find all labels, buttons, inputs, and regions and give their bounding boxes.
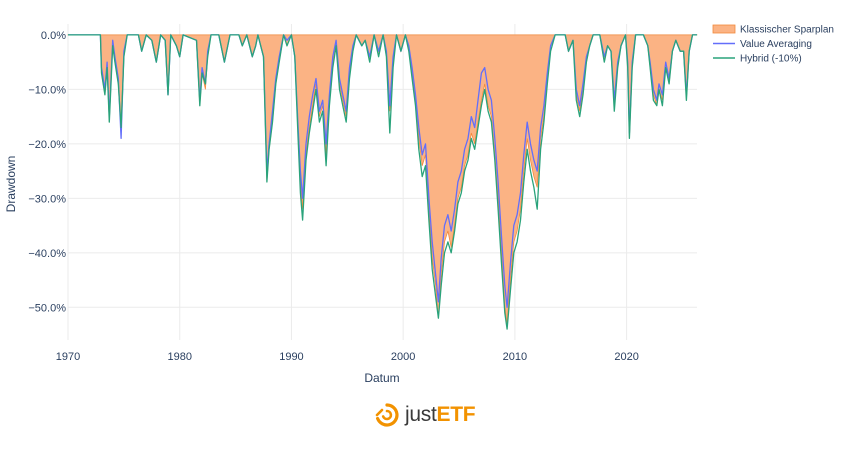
- x-tick-label: 2000: [391, 351, 415, 363]
- justetf-swirl-icon: [375, 403, 399, 427]
- series-area-klassischer-sparplan: [67, 33, 698, 324]
- y-tick-label: −30.0%: [28, 193, 66, 205]
- justetf-logo[interactable]: justETF: [374, 402, 476, 428]
- y-axis-title: Drawdown: [4, 156, 18, 213]
- legend-label: Value Averaging: [740, 39, 812, 50]
- logo-wordmark: justETF: [405, 403, 476, 427]
- legend-item[interactable]: Klassischer Sparplan: [712, 24, 834, 36]
- series-line-value-averaging: [68, 34, 697, 308]
- legend-label: Klassischer Sparplan: [740, 25, 834, 36]
- x-axis-title: Datum: [364, 371, 399, 385]
- x-tick-label: 2010: [503, 351, 527, 363]
- y-tick-label: 0.0%: [41, 30, 66, 42]
- logo-text-plain: just: [405, 403, 437, 426]
- x-tick-label: 1990: [279, 351, 303, 363]
- drawdown-chart: 1970 1980 1990 2000 2010 2020 0.0% −10.0% −20.0…: [4, 24, 834, 385]
- legend-label: Hybrid (-10%): [740, 54, 802, 65]
- logo-text-accent: ETF: [436, 403, 476, 426]
- chart-legend[interactable]: Klassischer Sparplan Value Averaging Hybri…: [712, 24, 834, 65]
- x-tick-label: 2020: [614, 351, 638, 363]
- lines-layer: [68, 34, 697, 330]
- area-layer: [67, 33, 698, 324]
- y-tick-label: −40.0%: [28, 248, 66, 260]
- y-tick-label: −20.0%: [28, 139, 66, 151]
- legend-swatch: [712, 24, 736, 34]
- chart-grid: [67, 24, 697, 340]
- x-axis-ticks: 1970 1980 1990 2000 2010 2020: [56, 351, 639, 363]
- y-tick-label: −50.0%: [28, 302, 66, 314]
- legend-item[interactable]: Hybrid (-10%): [713, 54, 802, 65]
- legend-item[interactable]: Value Averaging: [713, 39, 812, 50]
- y-axis-ticks: 0.0% −10.0% −20.0% −30.0% −40.0% −50.0%: [28, 30, 66, 314]
- x-tick-label: 1970: [56, 351, 80, 363]
- y-tick-label: −10.0%: [28, 84, 66, 96]
- x-tick-label: 1980: [167, 351, 191, 363]
- series-line-hybrid-10: [68, 34, 697, 330]
